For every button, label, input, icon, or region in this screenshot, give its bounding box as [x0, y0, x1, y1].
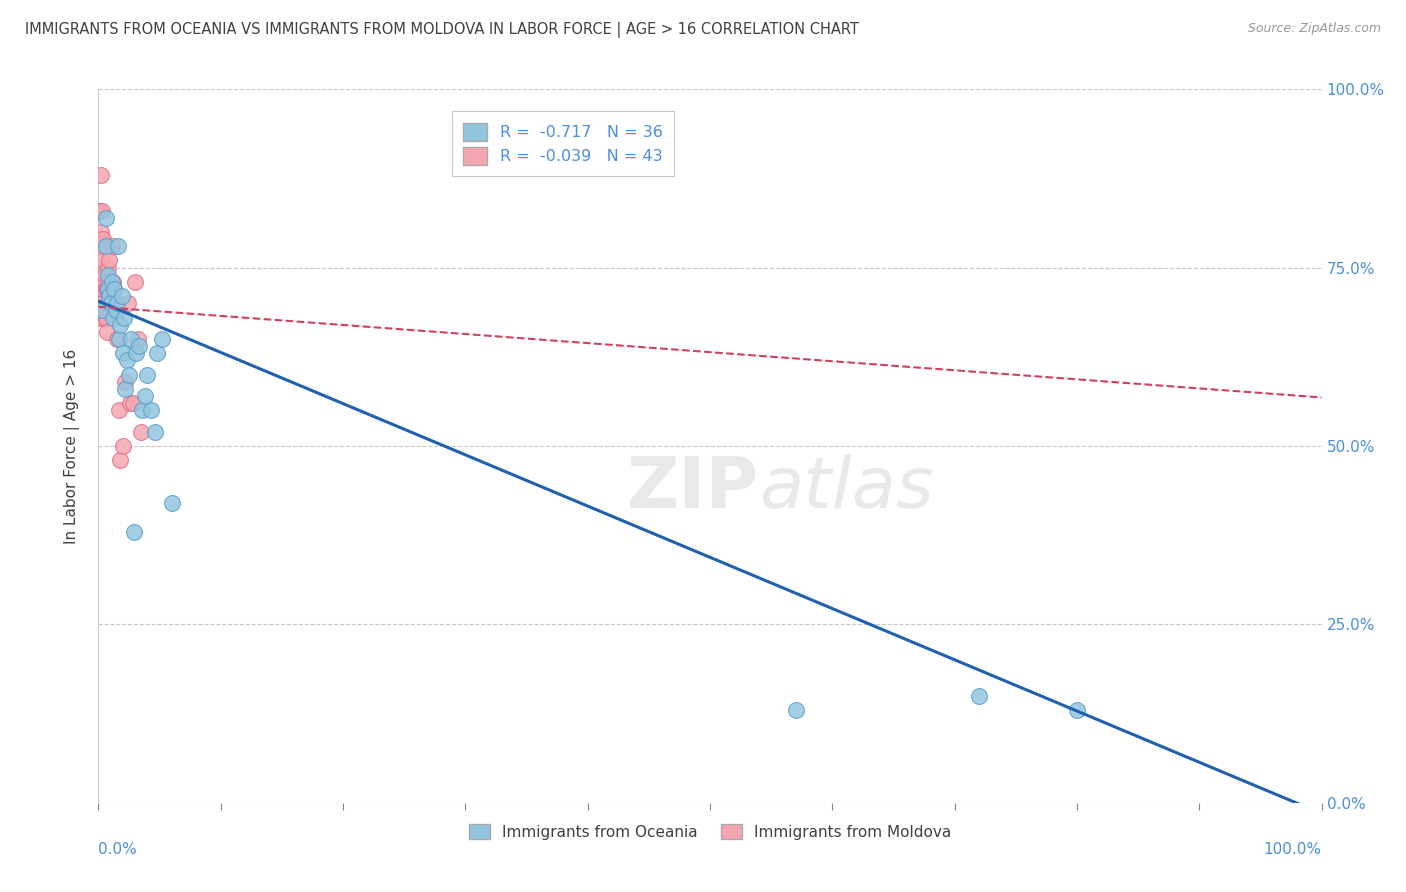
Point [91, 303, 114, 318]
Y-axis label: In Labor Force | Age > 16: In Labor Force | Age > 16 [63, 349, 80, 543]
Point [103, 282, 125, 296]
Point [91, 310, 114, 325]
Point [105, 332, 128, 346]
Point [91, 282, 114, 296]
Text: 100.0%: 100.0% [1264, 842, 1322, 857]
Point [101, 275, 124, 289]
Point [1066, 703, 1088, 717]
Point [118, 368, 141, 382]
Point [90, 225, 112, 239]
Point [94, 310, 117, 325]
Point [143, 425, 166, 439]
Text: Source: ZipAtlas.com: Source: ZipAtlas.com [1247, 22, 1381, 36]
Point [98, 275, 121, 289]
Point [125, 346, 148, 360]
Point [108, 403, 131, 417]
Text: ZIP: ZIP [627, 454, 759, 524]
Point [90, 310, 112, 325]
Point [121, 396, 143, 410]
Point [104, 303, 127, 318]
Point [117, 296, 139, 310]
Point [94, 239, 117, 253]
Point [96, 325, 118, 339]
Point [150, 332, 173, 346]
Point [139, 403, 162, 417]
Point [146, 346, 169, 360]
Point [89, 260, 111, 275]
Point [131, 403, 153, 417]
Point [91, 303, 114, 318]
Point [104, 296, 127, 310]
Point [100, 296, 122, 310]
Text: IMMIGRANTS FROM OCEANIA VS IMMIGRANTS FROM MOLDOVA IN LABOR FORCE | AGE > 16 COR: IMMIGRANTS FROM OCEANIA VS IMMIGRANTS FR… [25, 22, 859, 38]
Legend: Immigrants from Oceania, Immigrants from Moldova: Immigrants from Oceania, Immigrants from… [460, 814, 960, 848]
Point [122, 524, 145, 539]
Point [100, 289, 122, 303]
Point [114, 382, 136, 396]
Point [96, 282, 118, 296]
Point [97, 296, 120, 310]
Point [90, 168, 112, 182]
Point [124, 275, 146, 289]
Point [94, 282, 117, 296]
Point [120, 332, 142, 346]
Point [127, 332, 149, 346]
Point [967, 689, 990, 703]
Point [111, 346, 134, 360]
Point [103, 282, 125, 296]
Point [134, 389, 156, 403]
Point [89, 232, 111, 246]
Point [120, 396, 142, 410]
Point [107, 239, 129, 253]
Point [110, 318, 132, 332]
Point [112, 310, 135, 325]
Point [98, 253, 121, 268]
Point [93, 275, 115, 289]
Point [108, 332, 131, 346]
Point [91, 253, 114, 268]
Point [785, 703, 807, 717]
Point [89, 203, 111, 218]
Text: 0.0%: 0.0% [98, 842, 138, 857]
Point [110, 453, 132, 467]
Point [105, 296, 128, 310]
Point [107, 303, 129, 318]
Point [101, 239, 124, 253]
Point [111, 289, 134, 303]
Point [114, 375, 136, 389]
Point [93, 303, 115, 318]
Point [93, 268, 115, 282]
Point [90, 296, 112, 310]
Point [115, 353, 138, 368]
Point [91, 282, 114, 296]
Point [136, 368, 159, 382]
Point [111, 439, 134, 453]
Text: atlas: atlas [759, 454, 934, 524]
Point [91, 203, 114, 218]
Point [98, 289, 121, 303]
Point [91, 232, 114, 246]
Point [101, 275, 124, 289]
Point [128, 339, 150, 353]
Point [129, 425, 152, 439]
Point [91, 239, 114, 253]
Point [160, 496, 183, 510]
Point [101, 310, 124, 325]
Point [94, 211, 117, 225]
Point [97, 260, 120, 275]
Point [97, 282, 120, 296]
Point [97, 268, 120, 282]
